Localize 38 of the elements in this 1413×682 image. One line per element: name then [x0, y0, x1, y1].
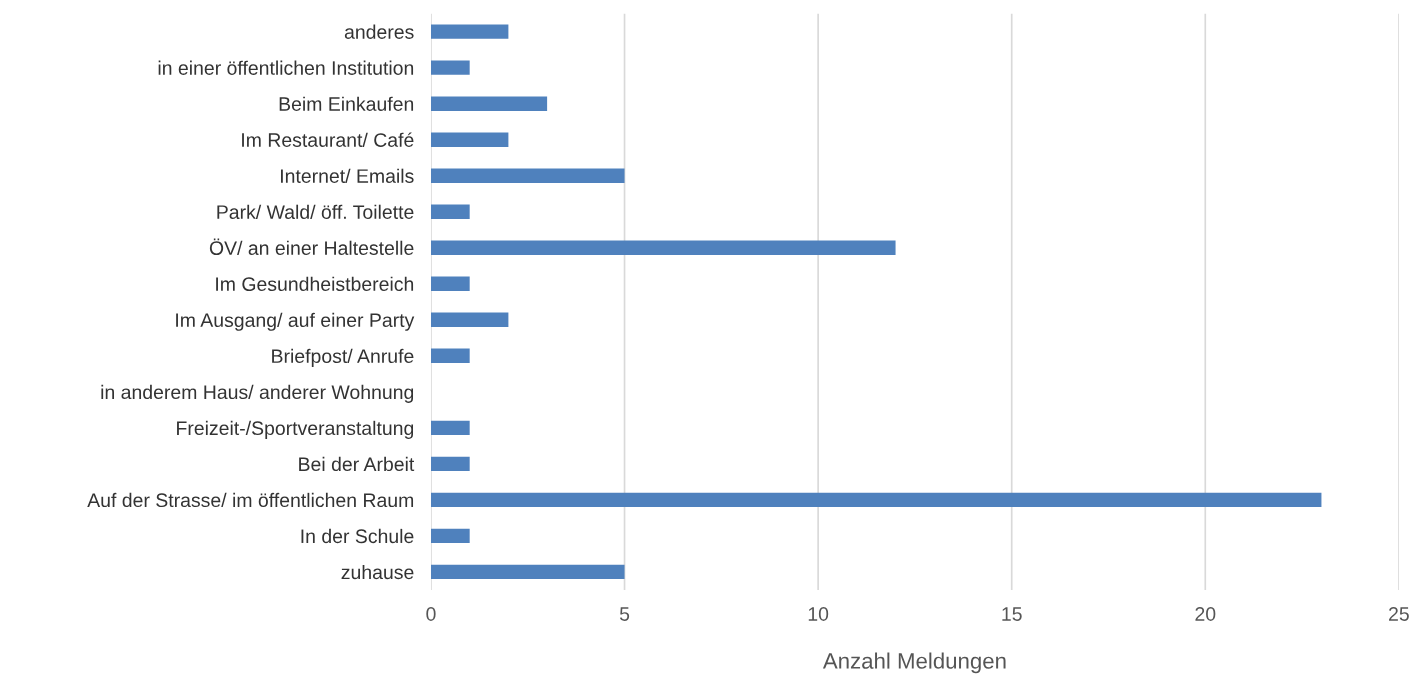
x-tick-label: 20: [1195, 607, 1216, 621]
bar: [430, 132, 509, 147]
x-axis-title: Anzahl Meldungen: [822, 652, 1006, 674]
y-tick-label: Internet/ Emails: [281, 168, 414, 183]
y-tick-label: in anderem Haus/ anderer Wohnung: [101, 384, 414, 403]
y-tick-label: Freizeit-/Sportveranstaltung: [177, 420, 414, 439]
x-tick-label: 25: [1389, 607, 1409, 621]
bar: [430, 168, 625, 183]
bar: [430, 492, 1322, 508]
y-tick-label: Park/ Wald/ öff. Toilette: [217, 204, 414, 219]
bar: [430, 528, 470, 544]
bar: [430, 204, 470, 219]
x-tick-label: 5: [619, 607, 630, 621]
bar: [430, 96, 548, 111]
y-tick-label: Beim Einkaufen: [279, 96, 414, 111]
y-tick-label: Auf der Strasse/ im öffentlichen Raum: [87, 492, 414, 508]
bar: [430, 24, 509, 39]
y-tick-label: zuhause: [341, 564, 414, 580]
bar: [430, 276, 470, 291]
bar: [430, 348, 470, 364]
y-tick-label: anderes: [344, 24, 414, 39]
y-tick-label: Bei der Arbeit: [299, 456, 415, 472]
y-tick-label: Im Restaurant/ Café: [242, 132, 414, 147]
y-tick-label: ÖV/ an einer Haltestelle: [209, 238, 414, 255]
bar: [430, 420, 470, 436]
y-tick-label: In der Schule: [301, 528, 414, 544]
bar: [430, 60, 470, 75]
y-tick-label: in einer öffentlichen Institution: [158, 60, 414, 75]
bar: [430, 456, 470, 472]
x-tick-label: 15: [1002, 607, 1022, 621]
x-tick-label: 0: [426, 607, 436, 621]
bar: [430, 312, 509, 327]
x-tick-label: 10: [808, 607, 829, 621]
y-tick-label: Im Ausgang/ auf einer Party: [176, 312, 415, 331]
y-tick-label: Im Gesundheistbereich: [216, 276, 414, 292]
y-tick-label: Briefpost/ Anrufe: [272, 348, 414, 367]
bar: [430, 240, 896, 255]
bar: [430, 564, 625, 580]
